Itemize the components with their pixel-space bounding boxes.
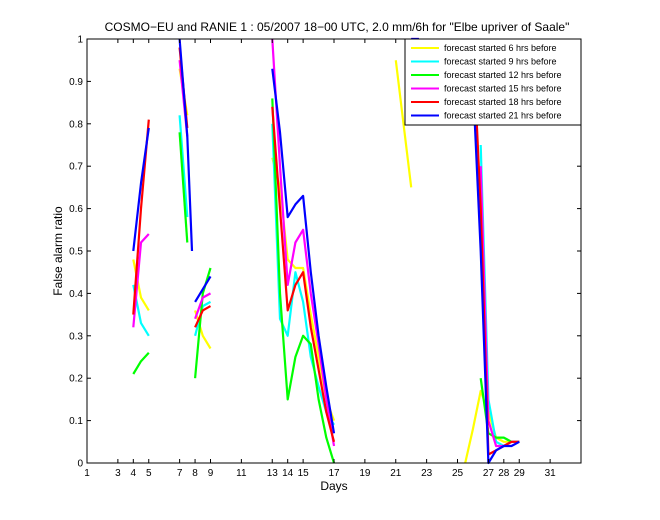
y-tick-label: 0.3	[69, 331, 83, 342]
series-line	[471, 81, 520, 465]
series-line	[194, 300, 212, 337]
x-tick-label: 31	[545, 468, 557, 479]
y-tick-label: 0.9	[69, 77, 83, 88]
legend: forecast started 6 hrs before forecast st…	[404, 38, 582, 126]
series-line	[271, 38, 336, 447]
series-line	[194, 267, 212, 379]
y-axis-title: False alarm ratio	[51, 206, 65, 296]
x-tick-label: 23	[421, 468, 433, 479]
series-line	[132, 127, 150, 252]
y-tick-label: 0.4	[69, 289, 83, 300]
x-tick-label: 9	[208, 468, 214, 479]
x-tick-label: 1	[84, 468, 90, 479]
series-line	[132, 352, 150, 375]
series-line	[178, 132, 189, 243]
x-tick-label: 27	[483, 468, 495, 479]
y-tick-label: 0.5	[69, 247, 83, 258]
legend-box	[404, 38, 582, 126]
y-tick-label: 0.8	[69, 119, 83, 130]
legend-label: forecast started 6 hrs before	[444, 43, 557, 53]
series-layer	[132, 37, 552, 465]
series-line	[394, 60, 413, 188]
y-tick-label: 0.1	[69, 416, 83, 427]
series-line	[194, 305, 212, 328]
x-tick-label: 5	[146, 468, 152, 479]
x-tick-label: 11	[236, 468, 247, 479]
x-tick-label: 13	[267, 468, 279, 479]
y-tick-label: 0.6	[69, 204, 83, 215]
legend-label: forecast started 18 hrs before	[444, 97, 562, 107]
series-line	[178, 38, 194, 252]
x-axis-title: Days	[320, 479, 347, 493]
x-tick-label: 4	[131, 468, 137, 479]
x-tick-label: 3	[115, 468, 121, 479]
legend-label: forecast started 9 hrs before	[444, 57, 557, 67]
chart-title: COSMO−EU and RANIE 1 : 05/2007 18−00 UTC…	[105, 20, 570, 34]
x-tick-label: 28	[498, 468, 510, 479]
series-line	[194, 310, 212, 350]
legend-label: forecast started 15 hrs before	[444, 84, 562, 94]
y-tick-label: 1	[77, 35, 83, 46]
series-line	[271, 98, 336, 464]
series-line	[271, 68, 336, 434]
x-tick-label: 29	[514, 468, 526, 479]
series-line	[271, 106, 336, 443]
series-line	[132, 233, 150, 328]
y-tick-label: 0.7	[69, 162, 83, 173]
x-tick-label: 17	[328, 468, 340, 479]
series-line	[178, 115, 189, 218]
y-axis: 0 0.1 0.2 0.3 0.4 0.5 0.6 0.7 0.8 0.9 1	[69, 35, 581, 470]
legend-label: forecast started 21 hrs before	[444, 111, 562, 121]
series-line	[194, 292, 212, 320]
x-tick-label: 7	[177, 468, 183, 479]
series-line	[194, 275, 212, 303]
y-tick-label: 0.2	[69, 374, 83, 385]
legend-label: forecast started 12 hrs before	[444, 70, 562, 80]
x-tick-label: 21	[390, 468, 402, 479]
x-tick-label: 15	[298, 468, 310, 479]
x-tick-label: 8	[192, 468, 198, 479]
y-tick-label: 0	[77, 459, 83, 470]
x-tick-label: 25	[452, 468, 464, 479]
x-tick-label: 19	[359, 468, 371, 479]
x-tick-label: 14	[282, 468, 294, 479]
